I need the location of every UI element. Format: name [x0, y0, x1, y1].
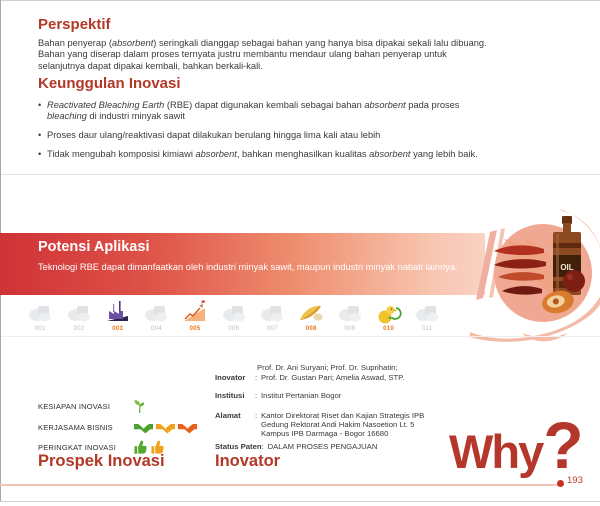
bullet-item: Proses daur ulang/reaktivasi dapat dilak… — [38, 130, 488, 142]
sector-number: 006 — [228, 326, 240, 332]
alamat-line3: Kampus IPB Darmaga - Bogor 16680 — [261, 429, 389, 439]
bullet-item: Reactivated Bleaching Earth (RBE) dapat … — [38, 100, 488, 123]
status-paten-value: DALAM PROSES PENGAJUAN — [267, 442, 378, 451]
sector-icon-agriculture: 008 — [292, 296, 331, 332]
potensi-aplikasi-banner: Potensi Aplikasi Teknologi RBE dapat dim… — [0, 233, 485, 295]
sector-number: 003 — [112, 326, 124, 332]
icon-strip-divider — [1, 336, 600, 337]
bullet-item: Tidak mengubah komposisi kimiawi absorbe… — [38, 149, 488, 161]
finance-icon — [214, 296, 253, 325]
machinery-icon — [21, 296, 60, 325]
sector-number: 005 — [189, 326, 201, 332]
potensi-heading: Potensi Aplikasi — [38, 239, 150, 255]
growth-chart-icon — [176, 296, 215, 325]
rating-label: KERJASAMA BISNIS — [38, 422, 113, 432]
sector-number: 011 — [421, 326, 433, 332]
rating-kerjasama-bisnis: KERJASAMA BISNIS — [38, 418, 197, 436]
poultry-recycle-icon — [369, 296, 408, 325]
why-text: Why — [449, 425, 544, 478]
handshake-icon — [178, 421, 197, 434]
inovator-label: Inovator — [215, 372, 246, 382]
colon: : — [255, 391, 258, 400]
sector-icon-machinery: 001 — [21, 296, 60, 332]
alamat-value: Kantor Direktorat Riset dan Kajian Strat… — [261, 411, 424, 439]
rating-icons — [134, 421, 197, 434]
sector-number: 009 — [344, 326, 356, 332]
colon: : — [255, 372, 258, 382]
page-number: 193 — [567, 475, 583, 486]
section-divider — [1, 174, 600, 175]
thumb-icon — [151, 440, 165, 455]
marine-equipment-icon — [408, 296, 447, 325]
why-wordmark: Why? — [449, 412, 599, 497]
sector-number: 001 — [34, 326, 46, 332]
thumb-icon — [134, 440, 148, 455]
alamat-line2: Gedung Rektorat Andi Hakim Nasoetion Lt.… — [261, 420, 415, 430]
keunggulan-heading: Keunggulan Inovasi — [38, 75, 181, 92]
sector-icon-sports: 004 — [137, 296, 176, 332]
sector-icon-food-processing: 002 — [60, 296, 99, 332]
page-top-border — [0, 0, 600, 1]
alamat-label: Alamat — [215, 411, 241, 420]
why-question-mark: ? — [543, 408, 584, 482]
food-processing-icon — [60, 296, 99, 325]
sector-number: 004 — [150, 326, 162, 332]
inovator-row: Inovator: Prof. Dr. Gustan Pari; Amelia A… — [215, 373, 495, 382]
footer-dot — [557, 480, 564, 487]
sector-icon-fishery: 009 — [331, 296, 370, 332]
colon: : — [261, 442, 264, 451]
potensi-body: Teknologi RBE dapat dimanfaatkan oleh in… — [38, 262, 458, 272]
sports-icon — [137, 296, 176, 325]
rating-label: KESIAPAN INOVASI — [38, 401, 111, 411]
perspektif-heading: Perspektif — [38, 16, 111, 33]
sector-number: 002 — [73, 326, 85, 332]
rating-peringkat-inovasi: PERINGKAT INOVASI — [38, 438, 165, 456]
alamat-line1: Kantor Direktorat Riset dan Kajian Strat… — [261, 411, 425, 420]
sector-number: 010 — [383, 326, 394, 332]
sector-icon-maritime: 007 — [253, 296, 292, 332]
keunggulan-bullet-list: Reactivated Bleaching Earth (RBE) dapat … — [38, 100, 488, 168]
sector-number: 007 — [267, 326, 278, 332]
sector-icon-factory: 003 — [98, 296, 137, 332]
institusi-row: Institusi: Institut Pertanian Bogor — [215, 391, 495, 400]
sector-icon-marine-equipment: 011 — [408, 296, 447, 332]
sector-icon-growth-chart: 005 — [176, 296, 215, 332]
perspektif-paragraph: Bahan penyerap (absorbent) seringkali di… — [38, 38, 487, 71]
rating-icons — [134, 399, 146, 414]
sector-icon-poultry-recycle: 010 — [369, 296, 408, 332]
sprout-icon — [134, 399, 146, 414]
rating-icons — [134, 440, 165, 455]
handshake-icon — [156, 421, 175, 434]
alamat-row: Alamat: Kantor Direktorat Riset dan Kajia… — [215, 411, 495, 439]
agriculture-icon — [292, 296, 331, 325]
page-bottom-border — [0, 501, 600, 502]
inovator-names-line2: Prof. Dr. Gustan Pari; Amelia Aswad, STP… — [261, 372, 405, 382]
colon: : — [255, 411, 258, 420]
sector-icon-row: 001 002 003 004 005 006 007 008 009 010 011 — [21, 296, 447, 332]
handshake-icon — [134, 421, 153, 434]
inovator-heading: Inovator — [215, 452, 281, 470]
palm-oil-illustration: OIL — [470, 209, 600, 342]
rating-kesiapan-inovasi: KESIAPAN INOVASI — [38, 397, 146, 415]
sector-icon-finance: 006 — [214, 296, 253, 332]
fishery-icon — [331, 296, 370, 325]
bottle-label-text: OIL — [560, 263, 573, 272]
sector-number: 008 — [305, 326, 317, 332]
footer-rule — [0, 484, 560, 486]
status-paten-row: Status Paten: DALAM PROSES PENGAJUAN — [215, 442, 495, 451]
prospek-inovasi-heading: Prospek Inovasi — [38, 452, 165, 470]
institusi-value: Institut Pertanian Bogor — [261, 391, 342, 400]
institusi-label: Institusi — [215, 391, 245, 400]
inovator-names-line1: Prof. Dr. Ani Suryani; Prof. Dr. Supriha… — [257, 363, 398, 372]
factory-icon — [98, 296, 137, 325]
status-paten-label: Status Paten — [215, 442, 262, 451]
rating-label: PERINGKAT INOVASI — [38, 442, 117, 452]
maritime-icon — [253, 296, 292, 325]
